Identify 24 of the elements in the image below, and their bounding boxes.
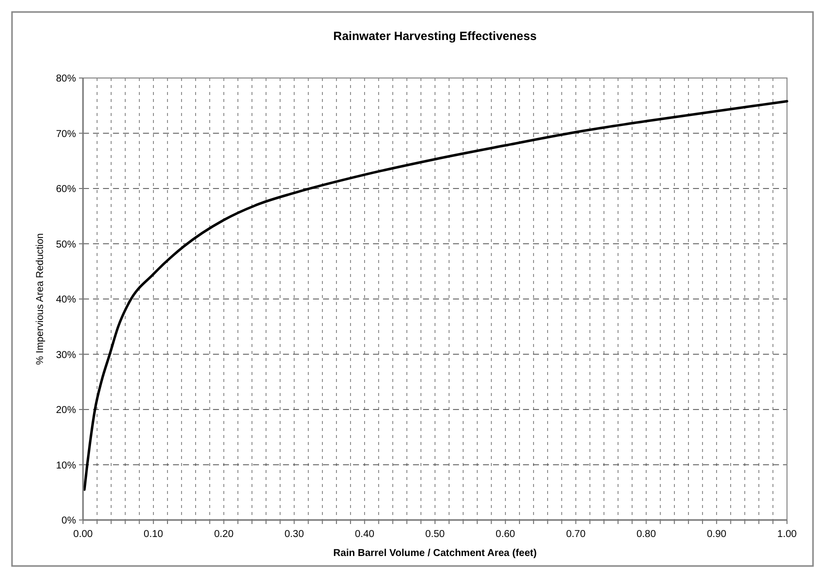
x-tick-label: 0.10 <box>144 529 164 540</box>
x-axis-title: Rain Barrel Volume / Catchment Area (feet) <box>333 548 537 559</box>
line-series <box>83 100 788 491</box>
x-tick-label: 0.20 <box>214 529 234 540</box>
y-tick-label: 50% <box>56 239 76 250</box>
x-tick-label: 0.00 <box>73 529 94 540</box>
y-axis-title: % Impervious Area Reduction <box>35 233 46 365</box>
y-tick-label: 10% <box>56 460 76 472</box>
y-tick-label: 30% <box>56 350 76 361</box>
x-tick-label: 0.90 <box>706 529 727 540</box>
chart-title: Rainwater Harvesting Effectiveness <box>333 29 538 43</box>
y-tick-label: 60% <box>56 184 76 195</box>
x-tick-label: 0.30 <box>284 529 304 540</box>
y-tick-label: 20% <box>56 405 76 416</box>
x-tick-label: 0.60 <box>496 529 516 540</box>
y-tick-label: 40% <box>56 294 76 306</box>
x-tick-label: 0.50 <box>425 529 446 540</box>
x-tick-label: 0.70 <box>566 529 586 540</box>
y-tick-label: 0% <box>62 516 76 526</box>
x-tick-label: 0.80 <box>636 529 656 540</box>
y-tick-label: 70% <box>56 128 76 140</box>
y-tick-label: 80% <box>56 74 76 84</box>
x-tick-label: 1.00 <box>777 529 798 540</box>
x-tick-label: 0.40 <box>354 529 375 540</box>
